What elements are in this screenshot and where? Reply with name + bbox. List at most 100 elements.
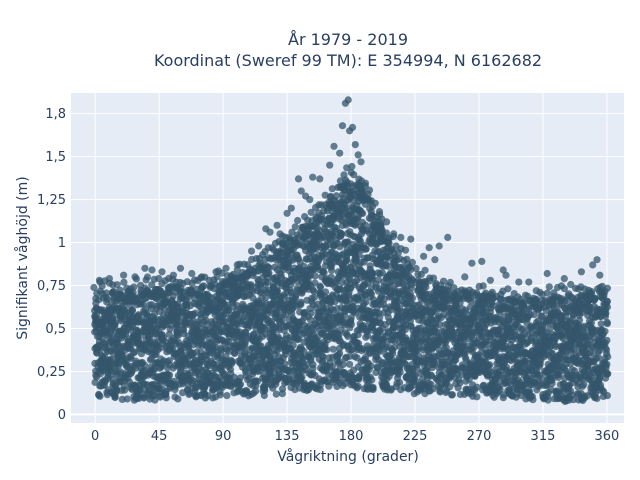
scatter-point (408, 294, 417, 302)
scatter-point (595, 346, 604, 354)
scatter-point (305, 271, 313, 279)
scatter-point (143, 273, 152, 281)
scatter-point (329, 213, 337, 221)
scatter-point (368, 376, 376, 384)
scatter-point (120, 382, 128, 390)
scatter-point (329, 345, 337, 353)
scatter-point (343, 256, 351, 264)
scatter-point (377, 222, 385, 230)
scatter-point (109, 376, 117, 384)
scatter-point (111, 393, 119, 401)
scatter-point (309, 286, 317, 294)
scatter-point (297, 298, 305, 306)
scatter-point (436, 387, 444, 395)
scatter-point (191, 309, 199, 317)
scatter-point (386, 282, 394, 290)
scatter-point (336, 349, 344, 357)
scatter-point (148, 281, 156, 289)
scatter-point (367, 290, 376, 298)
scatter-point (378, 269, 386, 277)
scatter-point (113, 281, 121, 289)
scatter-point (390, 343, 399, 351)
scatter-point (162, 394, 170, 402)
scatter-point (155, 274, 163, 283)
scatter-point (384, 262, 392, 270)
scatter-point (442, 388, 450, 397)
scatter-points (90, 96, 612, 406)
scatter-point (292, 293, 300, 301)
scatter-point (395, 379, 404, 387)
scatter-point (593, 394, 601, 403)
scatter-point (287, 280, 295, 289)
scatter-point (603, 297, 611, 305)
scatter-point (362, 298, 370, 306)
scatter-point (216, 391, 224, 399)
scatter-point (277, 271, 285, 279)
scatter-point (289, 341, 297, 349)
scatter-point (591, 295, 599, 303)
scatter-point (362, 245, 370, 253)
scatter-point (130, 283, 138, 291)
scatter-point (111, 319, 120, 327)
scatter-point (341, 311, 349, 319)
scatter-point (369, 270, 377, 278)
scatter-point (332, 192, 340, 200)
scatter-point (587, 319, 596, 327)
scatter-point (446, 383, 454, 391)
scatter-point (603, 320, 611, 328)
scatter-point (307, 309, 315, 317)
scatter-point (227, 356, 235, 364)
scatter-point (353, 384, 361, 392)
scatter-point (102, 289, 110, 297)
scatter-point (175, 321, 183, 329)
scatter-point (320, 269, 328, 277)
scatter-point (346, 360, 354, 368)
scatter-point (456, 379, 464, 387)
scatter-point (359, 209, 367, 217)
scatter-point (128, 306, 137, 314)
scatter-point (185, 390, 193, 398)
scatter-point (96, 392, 104, 400)
scatter-point (116, 286, 124, 294)
scatter-point (217, 350, 225, 358)
scatter-point (310, 293, 318, 301)
scatter-point (278, 317, 286, 325)
scatter-point (137, 281, 145, 289)
scatter-point (90, 283, 98, 292)
scatter-point (580, 381, 588, 389)
scatter-point (299, 354, 307, 362)
chart-title-line-2: Koordinat (Sweref 99 TM): E 354994, N 61… (154, 51, 542, 70)
scatter-point (316, 282, 324, 290)
scatter-point (484, 361, 492, 370)
scatter-point (367, 362, 375, 370)
scatter-point (465, 375, 473, 384)
scatter-point (141, 361, 149, 369)
scatter-point (461, 308, 470, 317)
scatter-point (151, 396, 159, 404)
scatter-point (499, 394, 507, 402)
scatter-point (147, 305, 155, 313)
scatter-point (401, 325, 409, 333)
chart-title-line-1: År 1979 - 2019 (288, 30, 408, 49)
scatter-point (604, 370, 612, 378)
scatter-point (309, 361, 317, 369)
scatter-point (311, 272, 319, 280)
scatter-point (114, 362, 122, 370)
scatter-point (236, 374, 244, 382)
scatter-point (319, 353, 327, 361)
scatter-point (353, 339, 361, 347)
scatter-point (106, 366, 114, 374)
scatter-point (327, 273, 335, 281)
scatter-point (260, 323, 268, 331)
scatter-point (538, 312, 546, 320)
scatter-point (229, 270, 237, 279)
scatter-point (233, 266, 241, 274)
scatter-point (448, 391, 456, 399)
scatter-point (343, 330, 351, 338)
scatter-point (328, 266, 336, 274)
scatter-point (150, 366, 158, 374)
scatter-point (322, 288, 330, 296)
scatter-point (324, 241, 332, 249)
scatter-point (244, 261, 252, 269)
scatter-point (249, 271, 257, 280)
